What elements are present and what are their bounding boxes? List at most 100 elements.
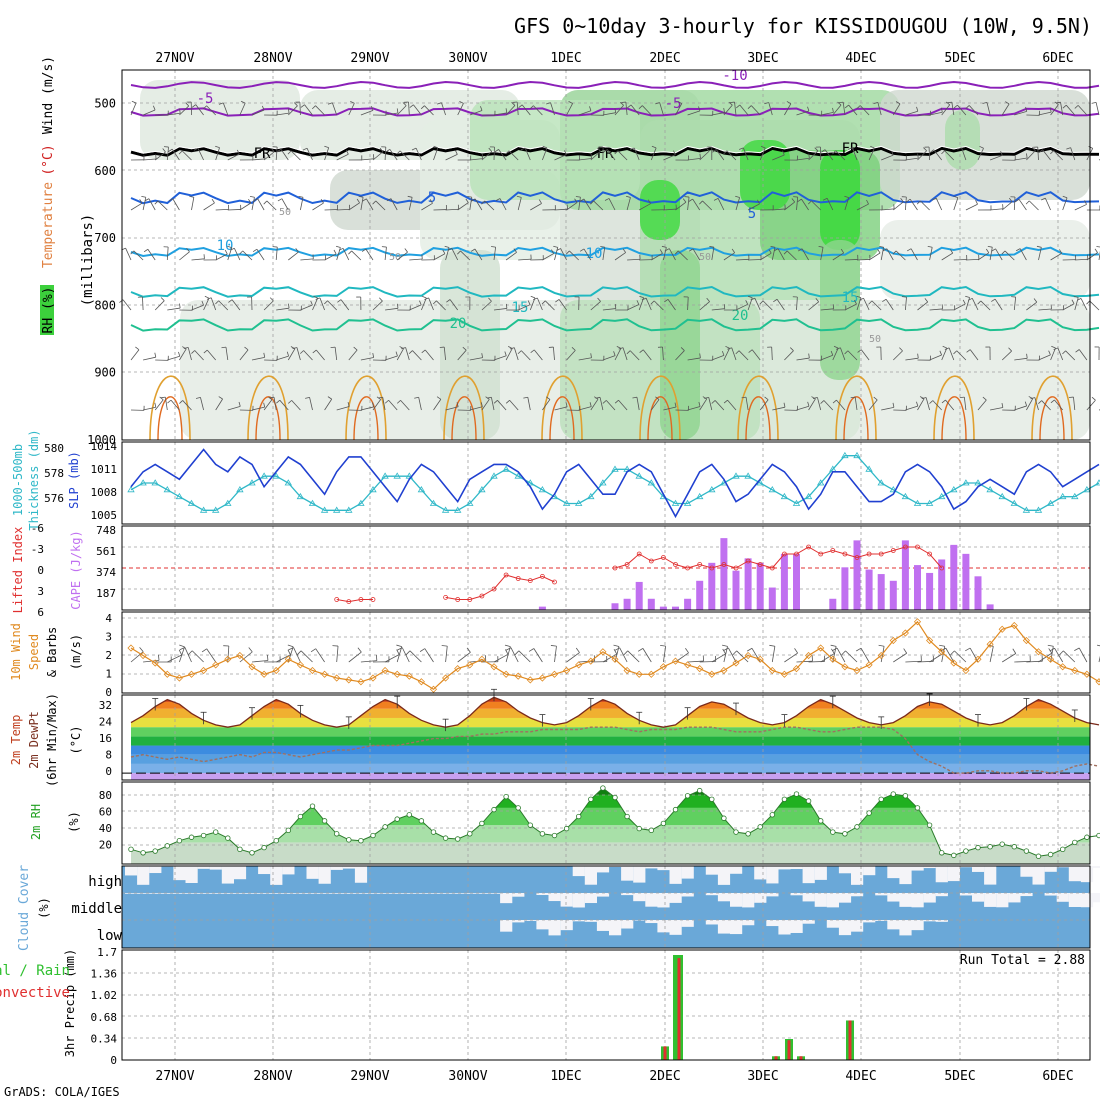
- wind-barb: [1062, 197, 1068, 211]
- rh-point: [1035, 853, 1042, 859]
- wind-speed-point: [853, 666, 861, 675]
- wind-barb: [1026, 398, 1034, 411]
- wind-barb-flag: [1015, 248, 1021, 252]
- wind-barb: [142, 296, 144, 311]
- wind-barb: [863, 298, 870, 311]
- rh-point: [442, 835, 449, 841]
- wind-barb: [227, 153, 240, 161]
- wind-barb: [167, 355, 180, 361]
- wind-barb-flag: [1049, 107, 1052, 113]
- wind-barb-flag: [195, 396, 201, 399]
- wind-barb: [659, 102, 664, 116]
- wind-barb: [675, 201, 687, 211]
- thickness-tick: 578: [44, 467, 64, 480]
- cloud-clear-cell: [621, 920, 634, 929]
- thickness-point: [163, 486, 172, 493]
- cloud-clear-cell: [717, 866, 731, 885]
- wind-barb: [1074, 297, 1079, 311]
- wind-barb: [360, 109, 374, 116]
- wind-barb-flag: [211, 198, 215, 204]
- wind-speed-point: [998, 625, 1006, 633]
- wind-barb: [324, 147, 330, 161]
- rh-point: [1023, 848, 1030, 854]
- cloud-clear-cell: [754, 866, 767, 880]
- cloud-clear-cell: [536, 920, 549, 930]
- wind-barb: [421, 202, 433, 211]
- wind-barb: [1018, 199, 1027, 211]
- wind-barb-flag: [240, 100, 246, 104]
- wind-barb-flag: [1030, 397, 1035, 400]
- wind-barb: [130, 651, 144, 663]
- temperature-unit-label: (°C): [41, 144, 56, 175]
- wind-barb: [826, 198, 834, 211]
- wind-barb: [1050, 347, 1056, 361]
- wind-speed-label: Speed: [27, 634, 41, 670]
- wind-barb-flag: [414, 396, 419, 399]
- cape-bar: [720, 538, 728, 610]
- wind-barb: [469, 406, 483, 411]
- cape-bar: [780, 553, 788, 610]
- wind-barb-flag: [131, 100, 137, 104]
- wind-barb: [578, 357, 592, 361]
- wind-barb-flag: [723, 108, 725, 113]
- wind-barb: [625, 102, 628, 116]
- wind-barb: [348, 651, 362, 663]
- cloud-clear-cell: [681, 893, 694, 897]
- wind-barb-flag: [891, 150, 894, 156]
- wind-barb: [642, 105, 652, 116]
- thickness-point: [175, 492, 184, 500]
- wind-barb-flag: [466, 647, 471, 653]
- rh-point: [551, 832, 558, 839]
- cloud-clear-cell: [221, 893, 234, 894]
- wind-barb: [474, 198, 483, 211]
- wind-barb-flag: [455, 150, 458, 155]
- rh-point: [176, 837, 183, 844]
- cloud-clear-cell: [717, 893, 731, 902]
- temp-frame: [121, 694, 1091, 781]
- lifted-index-point: [685, 565, 690, 571]
- cloud-clear-cell: [863, 866, 876, 876]
- wind-barb-flag: [735, 195, 740, 198]
- lifted-index-point: [927, 551, 932, 557]
- wind-barb-flag: [857, 349, 862, 353]
- wind-barb: [360, 406, 374, 411]
- wind-barb-flag: [789, 347, 794, 351]
- wind-barb: [390, 198, 398, 211]
- wind-barb: [147, 249, 156, 261]
- wind-barb-flag: [574, 198, 578, 203]
- wind-barb-flag: [590, 200, 594, 205]
- wind-barb: [860, 647, 870, 663]
- wind-speed-point: [708, 670, 716, 678]
- wind-barb-flag: [977, 300, 982, 305]
- rh-point: [975, 844, 981, 851]
- wind-barb: [263, 399, 273, 411]
- wind-barb-flag: [546, 102, 551, 105]
- wind-speed-point: [466, 661, 474, 669]
- rh-point: [418, 818, 425, 824]
- wind-barb-flag: [411, 147, 417, 151]
- thickness-label: 1000-500mb: [11, 444, 25, 516]
- wind-barb: [315, 105, 325, 116]
- run-total-label: Run Total = 2.88: [960, 953, 1085, 968]
- wind-barb-flag: [655, 102, 660, 105]
- temp-band: [131, 763, 1090, 774]
- wind-barb: [304, 104, 313, 116]
- wind-barb: [945, 647, 955, 663]
- cloud-clear-cell: [209, 866, 222, 870]
- wind-barb: [409, 258, 423, 261]
- wind-barb: [668, 248, 676, 261]
- contour-label: 50: [869, 334, 881, 345]
- cloud-clear-cell: [306, 893, 319, 894]
- wind-barb-flag: [310, 300, 313, 306]
- wind-barb-flag: [385, 148, 391, 153]
- contour-label: 5: [428, 190, 436, 206]
- wind-barb: [518, 304, 531, 311]
- wind-barb: [191, 258, 205, 261]
- cloud-clear-cell: [754, 893, 767, 903]
- cape-bar: [962, 553, 970, 610]
- wind-barb-flag: [371, 105, 374, 111]
- wind-barb-flag: [397, 647, 403, 651]
- wind-barb: [342, 248, 350, 261]
- thickness-point: [986, 486, 994, 493]
- wind-barb: [315, 349, 325, 361]
